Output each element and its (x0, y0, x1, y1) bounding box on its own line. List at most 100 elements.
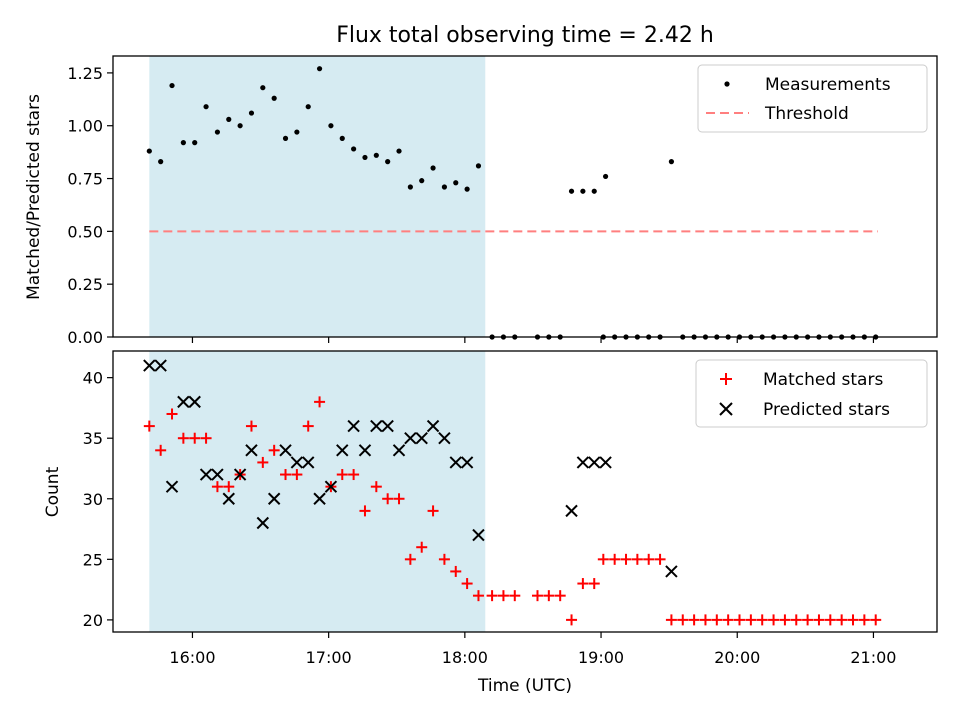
measurement-point (362, 154, 368, 161)
predicted-star-stroke (588, 456, 601, 469)
y-tick-label: 25 (83, 550, 103, 569)
measurement-point (453, 180, 459, 186)
predicted-star-stroke (188, 395, 201, 409)
matched-star-point (688, 614, 700, 626)
count-points (143, 359, 882, 626)
matched-star-point (393, 493, 405, 505)
measurement-point (396, 148, 402, 154)
measurement-point (260, 85, 266, 91)
measurement-point (305, 104, 311, 110)
measurement-point (316, 66, 323, 72)
matched-star-point (155, 444, 167, 456)
x-tick-label: 17:00 (306, 648, 352, 667)
y-tick-label: 0.75 (67, 170, 103, 189)
x-tick-label: 16:00 (169, 648, 215, 667)
legend-matched-label: Matched stars (763, 370, 883, 390)
predicted-star-stroke (415, 431, 428, 445)
legend-measurement-marker (724, 81, 730, 87)
predicted-star-point (392, 444, 406, 457)
bottom-y-axis-label: Count (43, 466, 63, 517)
measurement-point (226, 116, 232, 122)
matched-star-point (790, 614, 802, 626)
y-tick-label: 1.00 (67, 117, 103, 136)
matched-star-point (768, 614, 780, 626)
predicted-star-stroke (449, 456, 462, 469)
measurement-point (591, 188, 597, 194)
predicted-star-stroke (211, 468, 224, 481)
matched-star-point (531, 590, 543, 602)
matched-star-point (745, 614, 757, 626)
predicted-star-point (256, 516, 270, 530)
measurement-point (192, 140, 198, 146)
matched-star-point (211, 481, 223, 493)
matched-star-point (486, 590, 498, 602)
measurement-point (328, 123, 334, 129)
measurement-point (146, 148, 152, 154)
top-x-ticks (191, 337, 875, 343)
y-tick-label: 1.25 (67, 64, 103, 83)
measurement-point (282, 135, 289, 141)
matched-star-point (847, 614, 859, 626)
bottom-legend-box (695, 359, 928, 428)
matched-star-point (223, 481, 235, 493)
predicted-star-stroke (233, 468, 247, 481)
measurement-point (271, 95, 277, 101)
y-tick-label: 0.25 (67, 275, 103, 294)
predicted-star-point (438, 431, 451, 445)
matched-star-point (348, 469, 360, 481)
predicted-star-stroke (222, 492, 235, 505)
bottom-x-ticks: 16:00 17:00 18:00 19:00 20:00 21:00 (169, 632, 896, 667)
measurement-point (158, 159, 164, 165)
top-legend-box (697, 64, 928, 133)
x-axis-label: Time (UTC) (477, 676, 572, 696)
top-y-ticks: 0.00 0.25 0.50 0.75 1.00 1.25 (67, 64, 113, 347)
bottom-y-ticks: 20 25 30 35 40 (83, 369, 113, 630)
y-tick-label: 0.50 (67, 222, 103, 241)
measurement-point (430, 165, 436, 171)
predicted-star-stroke (279, 444, 292, 457)
legend-measurements-label: Measurements (765, 75, 891, 95)
predicted-star-point (599, 456, 612, 469)
predicted-star-point (415, 431, 428, 445)
matched-star-point (566, 614, 578, 626)
predicted-star-stroke (392, 444, 406, 457)
measurement-point (294, 129, 300, 135)
matched-star-point (461, 578, 473, 590)
predicted-star-point (665, 565, 678, 578)
predicted-star-point (336, 444, 349, 457)
legend-threshold-label: Threshold (764, 104, 849, 124)
matched-star-point (497, 590, 509, 602)
measurement-point (668, 159, 675, 165)
x-tick-label: 20:00 (714, 648, 760, 667)
legend-predicted-marker (719, 402, 733, 416)
predicted-star-point (313, 492, 326, 505)
matched-star-point (280, 469, 292, 481)
x-tick-label: 18:00 (442, 648, 488, 667)
predicted-star-stroke (336, 444, 349, 457)
predicted-star-point (404, 431, 417, 445)
measurement-point (351, 146, 357, 152)
x-tick-label: 21:00 (850, 648, 896, 667)
legend-predicted-label: Predicted stars (763, 400, 890, 420)
measurement-point (407, 184, 413, 190)
measurement-point (180, 140, 186, 146)
matched-star-point (836, 614, 848, 626)
matched-star-point (631, 553, 643, 565)
matched-star-point (314, 396, 326, 408)
predicted-star-stroke (143, 359, 156, 372)
predicted-star-stroke (165, 480, 179, 493)
measurement-point (464, 186, 470, 192)
matched-star-point (779, 614, 791, 626)
matched-star-point (404, 553, 416, 565)
predicted-star-stroke (381, 419, 394, 433)
predicted-star-point (188, 395, 201, 409)
chart-title: Flux total observing time = 2.42 h (336, 23, 714, 48)
predicted-star-stroke (576, 456, 590, 469)
matched-star-point (543, 590, 555, 602)
predicted-star-stroke (438, 431, 451, 445)
predicted-star-stroke (565, 504, 578, 518)
predicted-star-stroke (302, 456, 315, 469)
matched-star-point (472, 590, 484, 602)
matched-star-point (166, 408, 178, 420)
predicted-star-stroke (324, 480, 338, 493)
